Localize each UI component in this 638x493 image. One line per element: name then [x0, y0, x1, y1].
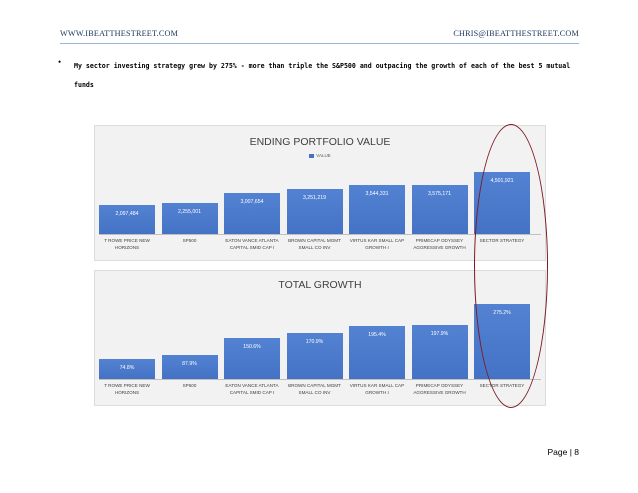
bar	[224, 192, 280, 234]
bar	[411, 325, 468, 379]
category-label-line: BROWN CAPITAL MGMT	[288, 383, 341, 388]
bar-value-label: 2,255,001	[177, 208, 202, 215]
legend-label: VALUE	[316, 153, 331, 158]
category-label-line: SP500	[182, 383, 197, 388]
category-label: T ROWE PRICE NEW HORIZONS	[96, 238, 158, 251]
category-label: T ROWE PRICE NEW HORIZONS	[96, 383, 158, 396]
bar	[161, 202, 218, 234]
header-website: WWW.IBEATTHESTREET.COM	[60, 29, 179, 38]
category-label-line: VIRTUS KAR SMALL CAP	[349, 238, 405, 243]
bar-value-label: 197.9%	[430, 331, 449, 338]
bar-value-label: 170.9%	[305, 338, 324, 345]
category-label-line: VIRTUS KAR SMALL CAP	[349, 383, 405, 388]
category-label-line: PRIMECAP ODYSSEY	[415, 238, 464, 243]
category-label-line: PRIMECAP ODYSSEY	[415, 383, 464, 388]
category-label-line: T ROWE PRICE NEW	[104, 238, 150, 243]
category-label-line: CAPITAL SMID CAP I	[229, 244, 275, 250]
category-label-line: GROWTH I	[365, 389, 389, 395]
category-label: PRIMECAP ODYSSEY AGGRESSIVE GROWTH	[409, 383, 471, 396]
chart-title: TOTAL GROWTH	[278, 279, 362, 291]
chart-title: ENDING PORTFOLIO VALUE	[249, 136, 391, 148]
category-label-line: T ROWE PRICE NEW	[104, 383, 150, 388]
bar	[224, 338, 280, 379]
category-label-line: SMALL CO INV	[298, 244, 331, 250]
category-label: EATON VANCE ATLANTA CAPITAL SMID CAP I	[221, 383, 283, 396]
bar	[99, 205, 155, 234]
sector-strategy-highlight-ellipse	[474, 124, 548, 408]
bar-value-label: 150.6%	[243, 344, 261, 351]
category-label: VIRTUS KAR SMALL CAP GROWTH I	[346, 238, 408, 251]
category-label-line: HORIZONS	[114, 244, 140, 250]
ending-portfolio-value-chart: ENDING PORTFOLIO VALUE VALUE 2,097,484 T …	[94, 125, 546, 261]
bar-value-label: 3,251,219	[302, 195, 327, 202]
x-axis-line	[99, 379, 541, 380]
category-label: BROWN CAPITAL MGMT SMALL CO INV	[284, 383, 346, 396]
header-email: CHRIS@IBEATTHESTREET.COM	[453, 29, 579, 38]
bar-value-label: 195.4%	[368, 332, 386, 338]
bar	[349, 185, 405, 234]
category-label-line: EATON VANCE ATLANTA	[225, 238, 279, 243]
category-label: VIRTUS KAR SMALL CAP GROWTH I	[346, 383, 408, 396]
header-divider	[60, 43, 579, 44]
category-label-line: AGGRESSIVE GROWTH	[413, 244, 466, 250]
bar	[286, 189, 343, 234]
total-growth-chart: TOTAL GROWTH 74.8% T ROWE PRICE NEW HORIZO…	[94, 270, 546, 406]
chart-legend: VALUE	[95, 153, 545, 158]
bar	[411, 184, 468, 234]
bar-value-label: 3,544,331	[365, 191, 389, 198]
category-label-line: SMALL CO INV	[298, 389, 331, 395]
category-label-line: AGGRESSIVE GROWTH	[413, 389, 466, 395]
category-label-line: SP500	[182, 238, 197, 243]
bar-value-label: 74.8%	[119, 364, 135, 371]
category-label: SP500	[159, 383, 221, 390]
category-label: PRIMECAP ODYSSEY AGGRESSIVE GROWTH	[409, 238, 471, 251]
legend-swatch	[309, 153, 315, 158]
bar	[286, 332, 343, 379]
category-label-line: BROWN CAPITAL MGMT	[288, 238, 341, 243]
category-label-line: GROWTH I	[365, 244, 389, 250]
bullet-marker: •	[58, 57, 62, 67]
bullet-text: My sector investing strategy grew by 275…	[74, 62, 571, 89]
bar	[99, 358, 155, 379]
category-label-line: HORIZONS	[114, 389, 140, 395]
bar-value-label: 87.9%	[182, 361, 197, 368]
bar	[161, 355, 218, 379]
category-label-line: EATON VANCE ATLANTA	[225, 383, 279, 388]
bar	[349, 326, 405, 379]
page-number: Page | 8	[547, 447, 579, 457]
bar-value-label: 3,007,654	[240, 198, 264, 205]
category-label: BROWN CAPITAL MGMT SMALL CO INV	[284, 238, 346, 251]
category-label-line: CAPITAL SMID CAP I	[229, 389, 275, 395]
category-label: SP500	[159, 238, 221, 245]
bar-value-label: 2,097,484	[115, 211, 139, 218]
x-axis-line	[99, 234, 541, 235]
bar-value-label: 3,575,171	[427, 190, 452, 197]
category-label: EATON VANCE ATLANTA CAPITAL SMID CAP I	[221, 238, 283, 251]
